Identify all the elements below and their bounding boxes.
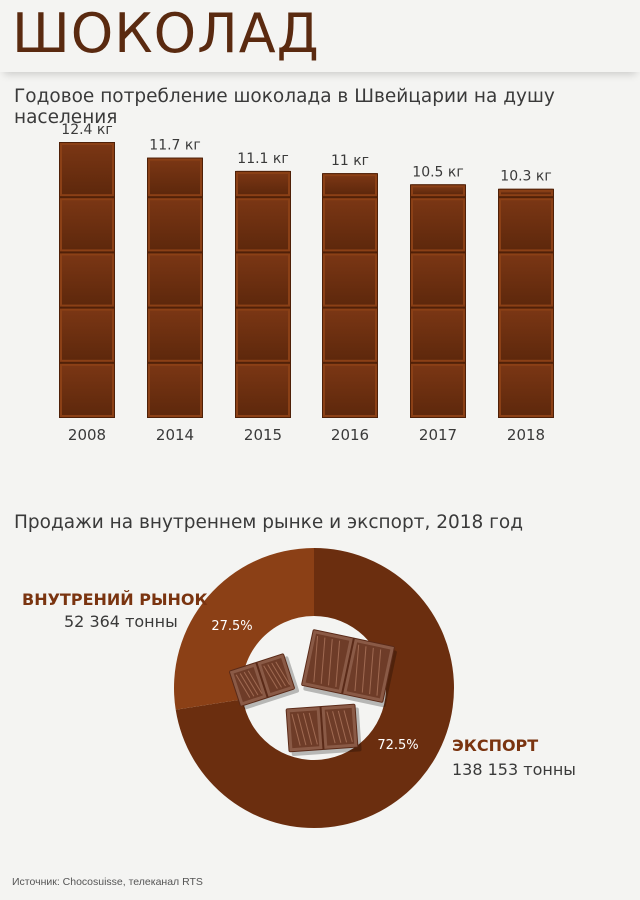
bar-square-face: [238, 173, 288, 195]
bar-square-face: [501, 255, 551, 305]
bar-category-label: 2017: [419, 426, 457, 444]
chocolate-bar: 11 кг 2016: [322, 153, 378, 444]
bar-square-face: [62, 200, 112, 250]
bar-value-label: 10.3 кг: [500, 169, 551, 185]
bar-category-label: 2008: [68, 426, 106, 444]
bar-category-label: 2016: [331, 426, 369, 444]
bar-square-face: [325, 200, 375, 250]
bar-chart-title: Годовое потребление шоколада в Швейцарии…: [14, 86, 555, 128]
donut-chart-title: Продажи на внутреннем рынке и экспорт, 2…: [14, 512, 524, 533]
bar-square-face: [325, 176, 375, 195]
source-note: Источник: Chocosuisse, телеканал RTS: [12, 876, 203, 888]
bar-square-face: [413, 200, 463, 250]
chocolate-bar: 12.4 кг 2008: [59, 122, 115, 444]
legend-value-domestic: 52 364 тонны: [64, 612, 178, 631]
chocolate-bar: 11.1 кг 2015: [235, 151, 291, 444]
bar-square-face: [325, 365, 375, 415]
bar-square-face: [62, 365, 112, 415]
bar-chart: 12.4 кг 2008 11.7 кг 2014 11.1 кг 2015 11 кг 20…: [59, 122, 554, 444]
donut-percent-label: 27.5%: [211, 619, 252, 634]
donut-slice: [173, 548, 314, 710]
bar-square-face: [325, 255, 375, 305]
bar-square-face: [501, 310, 551, 360]
bar-square-face: [150, 310, 200, 360]
bar-square-face: [413, 255, 463, 305]
header-band: [0, 0, 640, 72]
chocolate-piece: [285, 703, 362, 757]
bar-value-label: 12.4 кг: [61, 122, 112, 138]
donut-chart: 72.5% 27.5%: [173, 548, 454, 828]
bar-square-face: [150, 160, 200, 195]
bar-value-label: 11.7 кг: [149, 138, 200, 154]
bar-square-face: [62, 145, 112, 195]
bar-square-face: [413, 365, 463, 415]
bar-square-face: [150, 255, 200, 305]
bar-square-face: [501, 191, 551, 195]
chocolate-piece: [229, 653, 300, 710]
chocolate-pieces-image: [229, 629, 397, 757]
bar-square-face: [238, 255, 288, 305]
bar-category-label: 2018: [507, 426, 545, 444]
bar-square-face: [62, 255, 112, 305]
chocolate-bar: 10.3 кг 2018: [498, 169, 554, 444]
bar-value-label: 11.1 кг: [237, 151, 288, 167]
legend-label-export: ЭКСПОРТ: [452, 736, 539, 755]
donut-percent-label: 72.5%: [377, 738, 418, 753]
page-title: ШОКОЛАД: [12, 2, 320, 65]
bar-square-face: [150, 365, 200, 415]
bar-category-label: 2015: [244, 426, 282, 444]
legend-label-domestic: ВНУТРЕНИЙ РЫНОК: [22, 590, 208, 609]
donut-slice: [175, 548, 454, 828]
chocolate-piece: [301, 629, 397, 708]
bar-square-face: [501, 365, 551, 415]
bar-square-face: [325, 310, 375, 360]
bar-category-label: 2014: [156, 426, 194, 444]
bar-square-face: [150, 200, 200, 250]
bar-square-face: [413, 187, 463, 195]
legend-value-export: 138 153 тонны: [452, 760, 576, 779]
bar-square-face: [501, 200, 551, 250]
section-divider: [0, 470, 640, 476]
chocolate-bar: 11.7 кг 2014: [147, 138, 203, 444]
bar-square-face: [238, 310, 288, 360]
bar-square-face: [62, 310, 112, 360]
bar-value-label: 11 кг: [331, 153, 369, 169]
bar-square-face: [238, 200, 288, 250]
bar-square-face: [238, 365, 288, 415]
bar-value-label: 10.5 кг: [412, 164, 463, 180]
bar-square-face: [413, 310, 463, 360]
chocolate-bar: 10.5 кг 2017: [410, 164, 466, 444]
footer-divider: [0, 862, 640, 868]
